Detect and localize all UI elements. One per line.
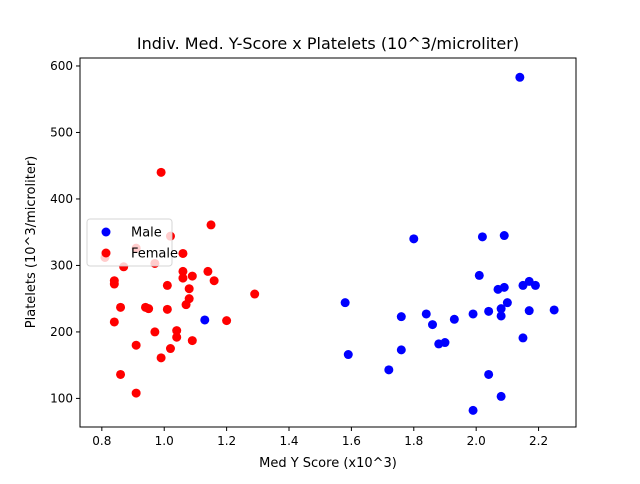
x-axis-label: Med Y Score (x10^3) <box>259 456 397 471</box>
data-point-male <box>549 305 559 315</box>
data-point-male <box>496 391 506 401</box>
data-point-male <box>440 338 450 348</box>
data-point-male <box>484 306 494 316</box>
data-point-male <box>200 315 210 325</box>
data-points <box>100 72 559 415</box>
data-point-male <box>477 232 487 242</box>
data-point-male <box>502 298 512 308</box>
data-point-female <box>109 317 119 327</box>
data-point-female <box>131 388 141 398</box>
data-point-male <box>428 320 438 330</box>
x-tick-label: 1.8 <box>404 434 423 448</box>
data-point-female <box>162 280 172 290</box>
data-point-female <box>116 369 126 379</box>
y-tick-label: 400 <box>50 192 73 206</box>
y-tick-label: 100 <box>50 391 73 405</box>
x-tick-label: 2.0 <box>467 434 486 448</box>
series-female <box>100 167 260 398</box>
data-point-female <box>184 294 194 304</box>
data-point-male <box>496 304 506 314</box>
data-point-female <box>156 353 166 363</box>
legend-marker-male <box>101 227 111 237</box>
data-point-female <box>165 344 175 354</box>
data-point-female <box>162 304 172 314</box>
axes-frame <box>79 57 577 428</box>
data-point-male <box>449 314 459 324</box>
x-tick-label: 1.4 <box>279 434 298 448</box>
data-point-female <box>131 340 141 350</box>
data-point-female <box>172 332 182 342</box>
y-axis-ticks: 100 200 300 400 500 600 <box>50 59 80 405</box>
data-point-female <box>172 326 182 336</box>
data-point-male <box>499 282 509 292</box>
data-point-female <box>250 289 260 299</box>
data-point-male <box>499 231 509 241</box>
data-point-male <box>421 309 431 319</box>
x-tick-label: 1.0 <box>155 434 174 448</box>
data-point-female <box>184 284 194 294</box>
x-tick-label: 1.2 <box>217 434 236 448</box>
legend-marker-female <box>101 248 111 258</box>
data-point-male <box>468 309 478 319</box>
data-point-female <box>187 271 197 281</box>
data-point-female <box>109 279 119 289</box>
series-male <box>200 72 559 415</box>
data-point-female <box>222 316 232 326</box>
data-point-male <box>474 270 484 280</box>
data-point-female <box>178 266 188 276</box>
data-point-male <box>340 298 350 308</box>
x-tick-label: 0.8 <box>92 434 111 448</box>
data-point-male <box>524 306 534 316</box>
x-tick-label: 1.6 <box>342 434 361 448</box>
data-point-female <box>178 273 188 283</box>
legend: Male Female <box>86 218 178 267</box>
data-point-male <box>468 405 478 415</box>
y-tick-label: 600 <box>50 59 73 73</box>
data-point-male <box>496 311 506 321</box>
data-point-male <box>396 345 406 355</box>
data-point-female <box>116 302 126 312</box>
x-tick-label: 2.2 <box>529 434 548 448</box>
data-point-male <box>384 365 394 375</box>
legend-label-female: Female <box>131 247 178 262</box>
y-tick-label: 300 <box>50 258 73 272</box>
data-point-male <box>484 369 494 379</box>
data-point-male <box>396 312 406 322</box>
data-point-male <box>518 333 528 343</box>
chart-title: Indiv. Med. Y-Score x Platelets (10^3/mi… <box>137 34 519 53</box>
data-point-female <box>144 304 154 314</box>
legend-label-male: Male <box>131 226 162 241</box>
data-point-male <box>515 72 525 82</box>
data-point-female <box>209 276 219 286</box>
data-point-male <box>343 350 353 360</box>
data-point-female <box>150 327 160 337</box>
y-tick-label: 200 <box>50 325 73 339</box>
data-point-female <box>187 336 197 346</box>
data-point-female <box>206 220 216 230</box>
data-point-female <box>156 167 166 177</box>
data-point-female <box>203 266 213 276</box>
data-point-female <box>178 248 188 258</box>
y-axis-label: Platelets (10^3/microliter) <box>24 156 39 328</box>
data-point-male <box>409 234 419 244</box>
y-tick-label: 500 <box>50 125 73 139</box>
x-axis-ticks: 0.8 1.0 1.2 1.4 1.6 1.8 2.0 2.2 <box>92 427 548 448</box>
data-point-male <box>530 280 540 290</box>
